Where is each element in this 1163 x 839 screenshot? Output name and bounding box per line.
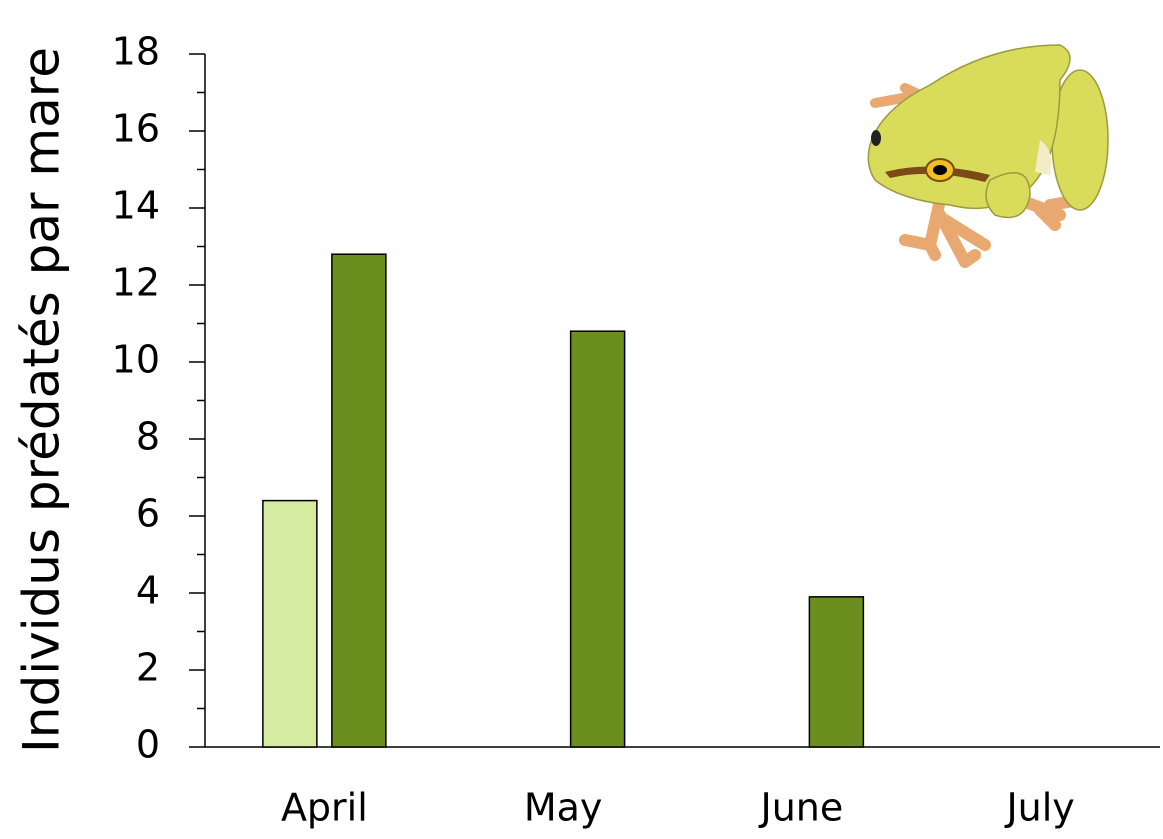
y-tick-label: 14 (112, 184, 160, 228)
y-tick-label: 4 (136, 569, 160, 613)
x-tick-label: May (524, 786, 603, 830)
frog-illustration (867, 44, 1109, 268)
x-tick-label: April (281, 786, 368, 830)
y-tick-label: 2 (136, 646, 160, 690)
bar (262, 499, 318, 748)
y-tick-label: 0 (136, 723, 160, 767)
y-tick-label: 16 (112, 107, 160, 151)
x-tick-label: July (1004, 786, 1074, 830)
bar (569, 330, 626, 748)
x-tick-label: June (758, 786, 843, 830)
y-tick-label: 18 (112, 30, 160, 74)
bar (808, 596, 865, 748)
y-tick-label: 10 (112, 338, 160, 382)
y-tick-label: 8 (136, 415, 160, 459)
y-axis-label: Individus prédatés par mare (13, 47, 71, 753)
bar (331, 253, 387, 748)
y-tick-label: 6 (136, 492, 160, 536)
y-tick-label: 12 (112, 261, 160, 305)
